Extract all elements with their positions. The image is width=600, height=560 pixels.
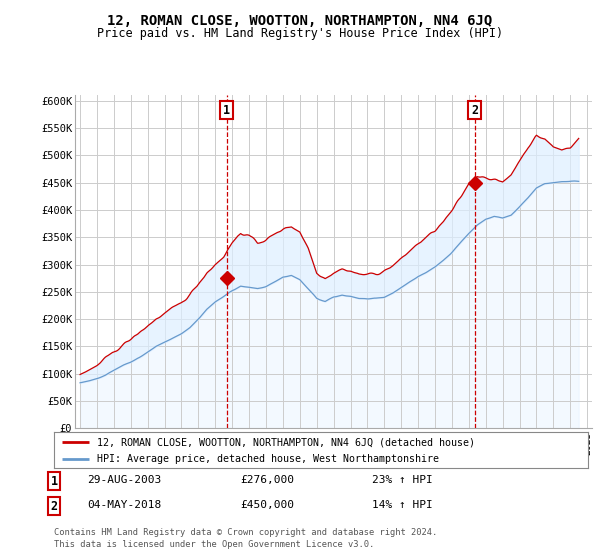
Text: £450,000: £450,000: [240, 500, 294, 510]
Text: 2: 2: [50, 500, 58, 512]
Text: £276,000: £276,000: [240, 475, 294, 485]
Text: HPI: Average price, detached house, West Northamptonshire: HPI: Average price, detached house, West…: [97, 454, 439, 464]
Text: Price paid vs. HM Land Registry's House Price Index (HPI): Price paid vs. HM Land Registry's House …: [97, 27, 503, 40]
Text: 12, ROMAN CLOSE, WOOTTON, NORTHAMPTON, NN4 6JQ (detached house): 12, ROMAN CLOSE, WOOTTON, NORTHAMPTON, N…: [97, 437, 475, 447]
Text: 12, ROMAN CLOSE, WOOTTON, NORTHAMPTON, NN4 6JQ: 12, ROMAN CLOSE, WOOTTON, NORTHAMPTON, N…: [107, 14, 493, 28]
Text: 23% ↑ HPI: 23% ↑ HPI: [372, 475, 433, 485]
Text: 14% ↑ HPI: 14% ↑ HPI: [372, 500, 433, 510]
Text: 29-AUG-2003: 29-AUG-2003: [87, 475, 161, 485]
Text: 04-MAY-2018: 04-MAY-2018: [87, 500, 161, 510]
Text: This data is licensed under the Open Government Licence v3.0.: This data is licensed under the Open Gov…: [54, 540, 374, 549]
Text: 1: 1: [50, 475, 58, 488]
Text: 1: 1: [223, 104, 230, 116]
Text: Contains HM Land Registry data © Crown copyright and database right 2024.: Contains HM Land Registry data © Crown c…: [54, 528, 437, 536]
Text: 2: 2: [471, 104, 478, 116]
